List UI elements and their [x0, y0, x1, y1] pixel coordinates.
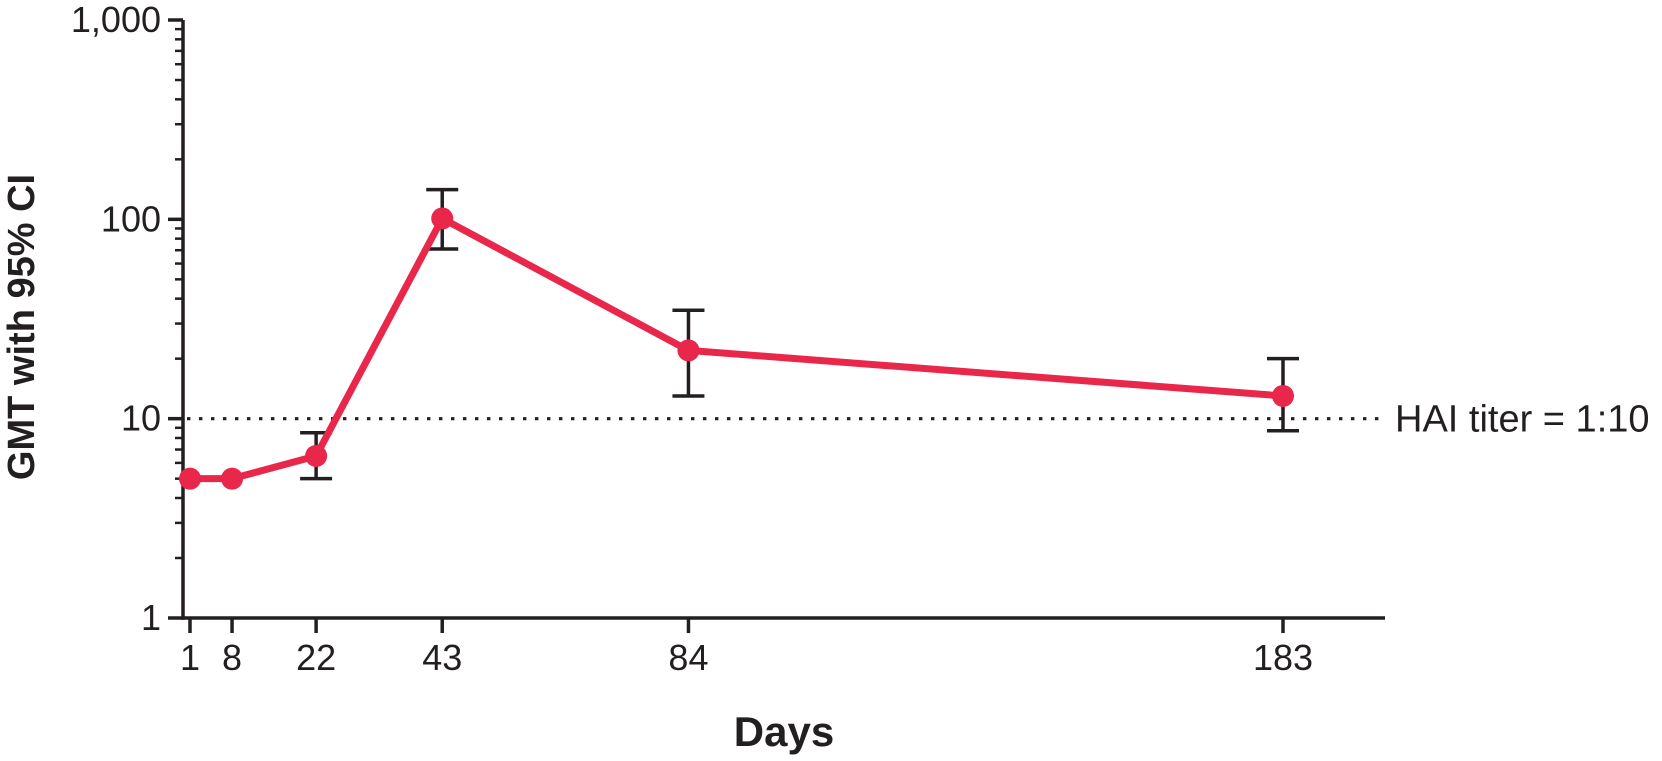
series-line — [186, 214, 1287, 483]
x-tick-label: 8 — [222, 637, 242, 678]
y-tick-label: 1 — [141, 597, 161, 638]
data-point-day-8 — [221, 467, 244, 490]
data-point-day-43 — [431, 207, 454, 230]
x-tick-label: 1 — [180, 637, 200, 678]
y-tick-label: 100 — [101, 198, 161, 239]
y-axis-title: GMT with 95% CI — [1, 174, 43, 480]
series-gmt-with-95-ci — [179, 187, 1299, 490]
x-tick-label: 22 — [296, 637, 336, 678]
x-axis-title: Days — [734, 708, 834, 755]
x-tick-label: 43 — [422, 637, 462, 678]
hai-threshold-label: HAI titer = 1:10 — [1395, 399, 1650, 441]
data-point-day-22 — [305, 444, 328, 467]
data-point-day-183 — [1272, 384, 1294, 407]
y-tick-label: 1,000 — [71, 0, 161, 40]
y-tick-label: 10 — [121, 398, 161, 439]
x-tick-label: 183 — [1253, 637, 1313, 678]
x-tick-label: 84 — [668, 637, 708, 678]
data-point-day-84 — [677, 339, 700, 362]
data-point-day-1 — [179, 467, 201, 490]
